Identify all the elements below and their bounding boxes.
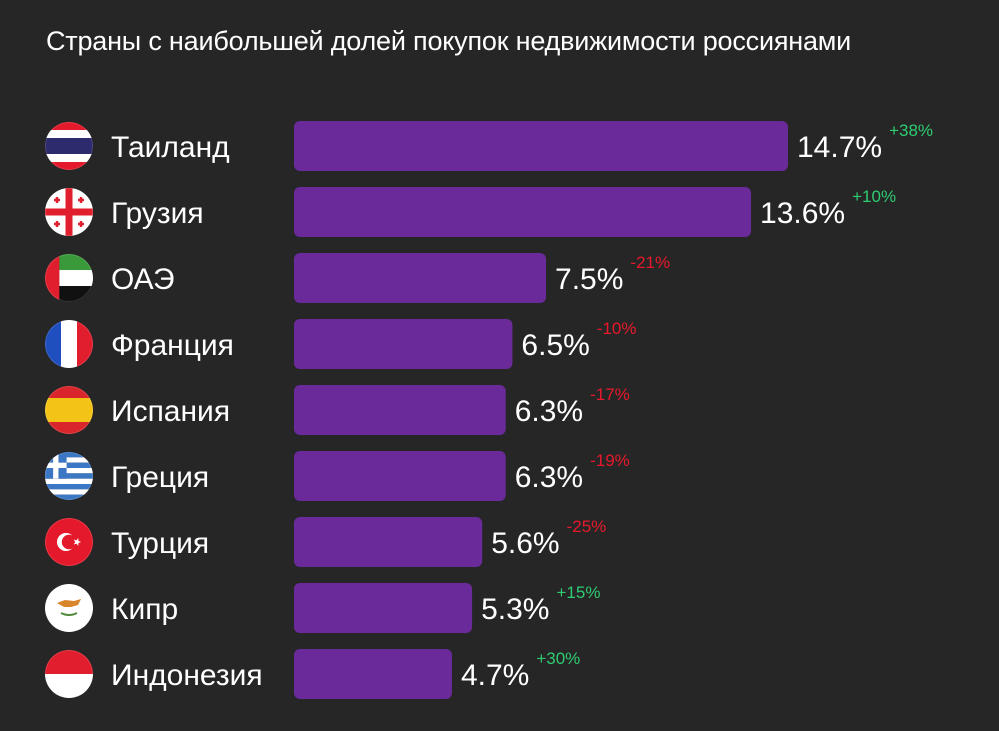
flag-cyprus-icon	[45, 584, 93, 632]
bar	[294, 319, 513, 369]
bar	[294, 253, 547, 303]
change-label: -17%	[590, 385, 630, 404]
bar	[294, 121, 788, 171]
value-label: 6.3%	[515, 461, 583, 494]
flag-turkey-icon	[45, 518, 93, 566]
bar	[294, 517, 483, 567]
value-label: 6.3%	[515, 395, 583, 428]
change-label: +38%	[889, 121, 933, 140]
category-label: Франция	[111, 329, 234, 362]
value-label: 6.5%	[521, 329, 589, 362]
flag-georgia-icon	[45, 188, 93, 236]
value-label: 7.5%	[555, 263, 623, 296]
change-label: -10%	[597, 319, 637, 338]
value-label: 5.3%	[481, 593, 549, 626]
change-label: -19%	[590, 451, 630, 470]
bar	[294, 385, 506, 435]
category-label: Турция	[111, 527, 209, 560]
bar	[294, 649, 452, 699]
category-label: Кипр	[111, 593, 178, 626]
flag-thailand-icon	[45, 122, 93, 170]
category-label: Греция	[111, 461, 209, 494]
flag-greece-icon	[45, 452, 93, 500]
bar	[294, 187, 752, 237]
category-label: Индонезия	[111, 659, 263, 692]
value-label: 14.7%	[797, 131, 882, 164]
change-label: +10%	[852, 187, 896, 206]
flag-france-icon	[45, 320, 93, 368]
chart-title: Страны с наибольшей долей покупок недвиж…	[46, 26, 852, 56]
change-label: -25%	[567, 517, 607, 536]
flag-indonesia-icon	[45, 650, 93, 698]
category-label: ОАЭ	[111, 263, 175, 296]
change-label: +30%	[536, 649, 580, 668]
value-label: 13.6%	[760, 197, 845, 230]
flag-uae-icon	[45, 254, 93, 302]
bar	[294, 451, 506, 501]
category-label: Грузия	[111, 197, 204, 230]
change-label: -21%	[630, 253, 670, 272]
bar	[294, 583, 473, 633]
change-label: +15%	[556, 583, 600, 602]
flag-spain-icon	[45, 386, 93, 434]
value-label: 4.7%	[461, 659, 529, 692]
category-label: Таиланд	[111, 131, 230, 164]
value-label: 5.6%	[491, 527, 559, 560]
category-label: Испания	[111, 395, 230, 428]
